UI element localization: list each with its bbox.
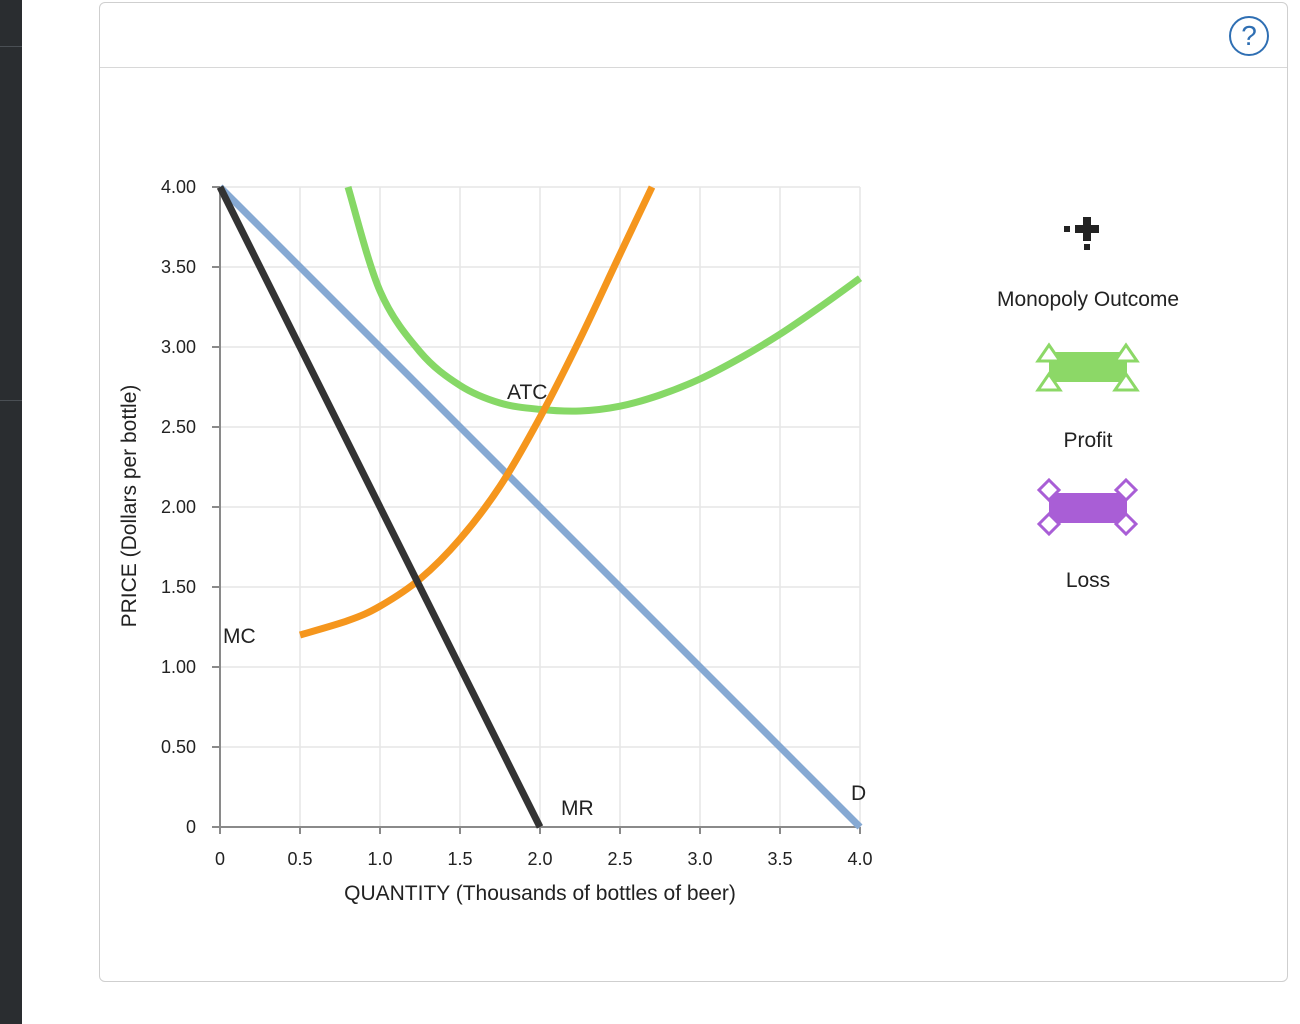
tick-labels: 0 0.5 1.0 1.5 2.0 2.5 3.0 3.5 4.000.501.001.502.… <box>161 177 873 869</box>
graph-panel: ? <box>99 2 1288 982</box>
mr-curve[interactable] <box>216 185 544 829</box>
left-sidebar-strip <box>0 0 22 1024</box>
mc-label: MC <box>223 625 256 648</box>
profit-shape-icon <box>1035 342 1140 392</box>
x-axis-title: QUANTITY (Thousands of bottles of beer) <box>344 882 736 905</box>
x-tick-label: 3.5 <box>767 849 792 869</box>
y-axis-title: PRICE (Dollars per bottle) <box>118 385 141 628</box>
x-tick-label: 0 <box>215 849 225 869</box>
y-tick-label: 0 <box>186 817 196 837</box>
x-tick-label: 1.5 <box>447 849 472 869</box>
x-tick-label: 3.0 <box>687 849 712 869</box>
atc-label: ATC <box>507 381 547 404</box>
plus-marker-icon <box>1064 217 1099 250</box>
mc-curve[interactable] <box>298 185 656 639</box>
monopoly-outcome-tool[interactable]: Monopoly Outcome <box>997 217 1179 311</box>
loss-shape-icon <box>1036 477 1139 537</box>
sidebar-divider <box>0 46 22 47</box>
y-tick-label: 2.50 <box>161 417 196 437</box>
x-tick-label: 2.0 <box>527 849 552 869</box>
atc-curve[interactable] <box>344 185 863 415</box>
curves[interactable] <box>216 184 863 830</box>
x-tick-label: 4.0 <box>847 849 872 869</box>
monopoly-outcome-label: Monopoly Outcome <box>997 288 1179 311</box>
panel-header: ? <box>100 3 1287 68</box>
y-tick-label: 3.00 <box>161 337 196 357</box>
y-tick-label: 1.50 <box>161 577 196 597</box>
axes <box>212 186 861 834</box>
d-curve[interactable] <box>217 184 863 830</box>
loss-label: Loss <box>1066 569 1110 592</box>
mr-label: MR <box>561 797 594 820</box>
loss-tool[interactable]: Loss <box>1036 477 1139 592</box>
profit-tool[interactable]: Profit <box>1035 342 1140 452</box>
y-tick-label: 2.00 <box>161 497 196 517</box>
profit-label: Profit <box>1063 429 1112 452</box>
x-tick-label: 2.5 <box>607 849 632 869</box>
y-tick-label: 3.50 <box>161 257 196 277</box>
y-tick-label: 1.00 <box>161 657 196 677</box>
help-icon[interactable]: ? <box>1229 16 1269 56</box>
y-tick-label: 4.00 <box>161 177 196 197</box>
d-label: D <box>851 782 866 805</box>
sidebar-divider <box>0 400 22 401</box>
x-tick-label: 0.5 <box>287 849 312 869</box>
x-tick-label: 1.0 <box>367 849 392 869</box>
y-tick-label: 0.50 <box>161 737 196 757</box>
curve-labels: ATC MC MR D <box>223 381 866 820</box>
